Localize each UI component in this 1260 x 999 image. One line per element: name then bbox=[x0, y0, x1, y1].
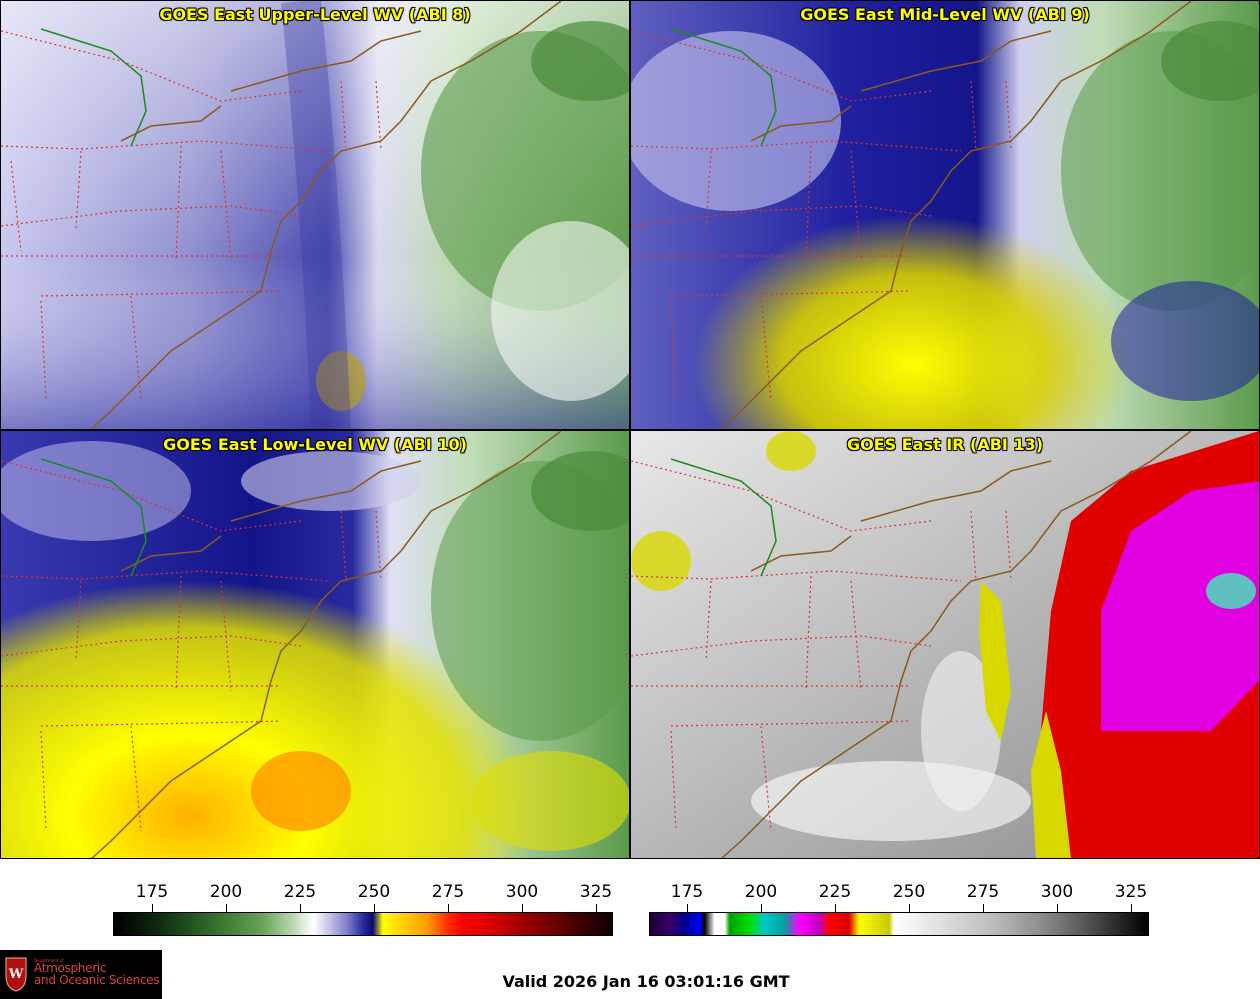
tick-mark bbox=[522, 904, 523, 912]
panel-infrared: GOES East IR (ABI 13) bbox=[631, 431, 1259, 859]
logo-line-1: Atmospheric bbox=[34, 961, 107, 975]
tick-label: 325 bbox=[579, 882, 613, 902]
tick-mark bbox=[152, 904, 153, 912]
tick-label: 200 bbox=[744, 882, 778, 902]
colorbar-ticks: 175 200 225 250 275 300 325 bbox=[649, 866, 1149, 912]
panel-upper-level-wv: GOES East Upper-Level WV (ABI 8) bbox=[1, 1, 629, 429]
tick-mark bbox=[300, 904, 301, 912]
crest-icon: W bbox=[5, 957, 27, 992]
tick-mark bbox=[761, 904, 762, 912]
infrared-colorbar: 175 200 225 250 275 300 325 bbox=[649, 866, 1149, 941]
tick-mark bbox=[835, 904, 836, 912]
logo-text: Atmospheric and Oceanic Sciences bbox=[34, 961, 160, 987]
tick-mark bbox=[1131, 904, 1132, 912]
water-vapor-colorbar: 175 200 225 250 275 300 325 bbox=[113, 866, 613, 941]
mid-level-wv-image bbox=[631, 1, 1259, 429]
image-frame bbox=[0, 0, 1260, 859]
panel-title: GOES East Low-Level WV (ABI 10) bbox=[163, 435, 467, 454]
panel-low-level-wv: GOES East Low-Level WV (ABI 10) bbox=[1, 431, 629, 859]
panel-title: GOES East Upper-Level WV (ABI 8) bbox=[159, 5, 471, 24]
tick-label: 325 bbox=[1114, 882, 1148, 902]
tick-label: 250 bbox=[892, 882, 926, 902]
upper-level-wv-image bbox=[1, 1, 629, 429]
svg-text:W: W bbox=[8, 967, 24, 982]
tick-label: 225 bbox=[818, 882, 852, 902]
tick-mark bbox=[226, 904, 227, 912]
tick-mark bbox=[448, 904, 449, 912]
valid-time: Valid 2026 Jan 16 03:01:16 GMT bbox=[502, 972, 790, 991]
infrared-image bbox=[631, 431, 1259, 859]
panel-divider-horizontal bbox=[0, 429, 1260, 431]
tick-label: 275 bbox=[431, 882, 465, 902]
tick-label: 250 bbox=[357, 882, 391, 902]
colorbar-ticks: 175 200 225 250 275 300 325 bbox=[113, 866, 613, 912]
logo-small-text: Department of bbox=[34, 958, 64, 963]
tick-label: 275 bbox=[966, 882, 1000, 902]
tick-mark bbox=[983, 904, 984, 912]
tick-label: 200 bbox=[209, 882, 243, 902]
tick-mark bbox=[1057, 904, 1058, 912]
panel-mid-level-wv: GOES East Mid-Level WV (ABI 9) bbox=[631, 1, 1259, 429]
logo-line-2: and Oceanic Sciences bbox=[34, 973, 160, 987]
tick-label: 175 bbox=[670, 882, 704, 902]
tick-mark bbox=[909, 904, 910, 912]
colorbar-gradient bbox=[113, 912, 613, 936]
tick-label: 175 bbox=[135, 882, 169, 902]
panel-title: GOES East IR (ABI 13) bbox=[846, 435, 1044, 454]
panel-title: GOES East Mid-Level WV (ABI 9) bbox=[800, 5, 1090, 24]
tick-mark bbox=[687, 904, 688, 912]
tick-label: 300 bbox=[1040, 882, 1074, 902]
low-level-wv-image bbox=[1, 431, 629, 859]
tick-label: 300 bbox=[505, 882, 539, 902]
tick-mark bbox=[596, 904, 597, 912]
colorbar-gradient bbox=[649, 912, 1149, 936]
department-logo: W Department of Atmospheric and Oceanic … bbox=[0, 950, 162, 999]
tick-label: 225 bbox=[283, 882, 317, 902]
tick-mark bbox=[374, 904, 375, 912]
